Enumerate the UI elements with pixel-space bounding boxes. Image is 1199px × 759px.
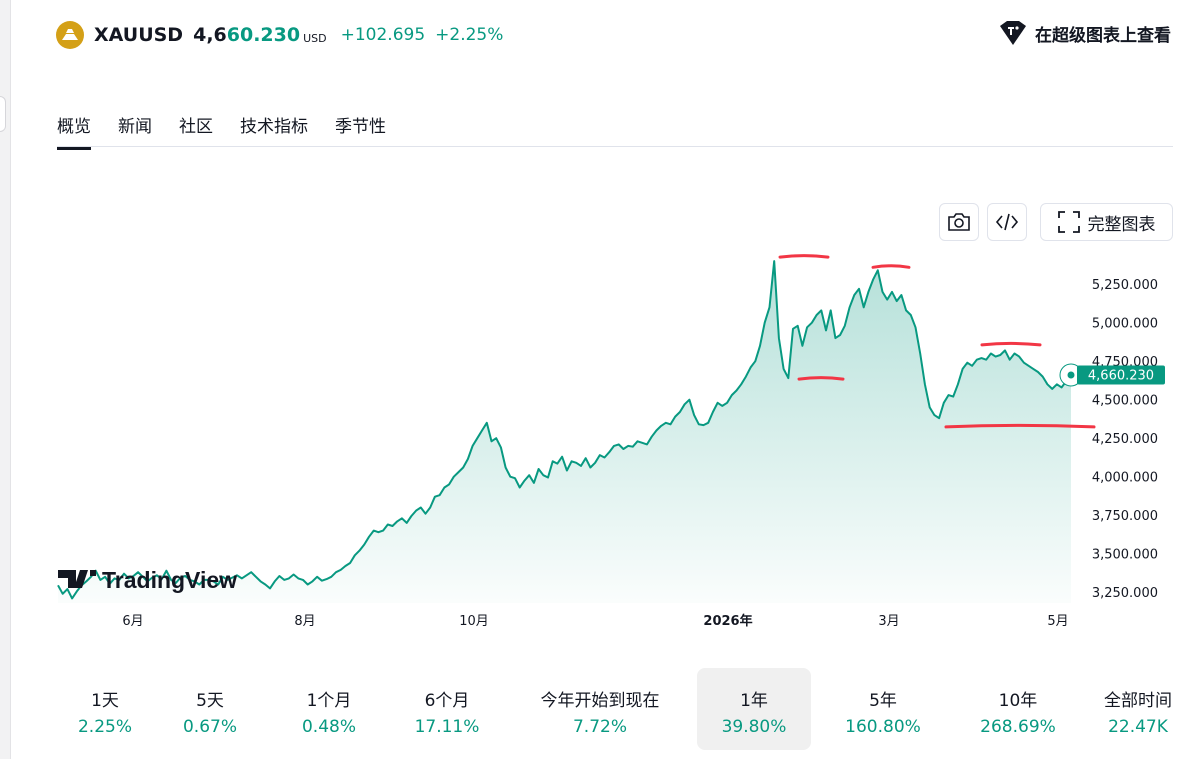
watermark-text: TradingView: [102, 567, 237, 593]
tab-news[interactable]: 新闻: [118, 117, 152, 137]
full-chart-button[interactable]: 完整图表: [1040, 203, 1173, 241]
y-tick-label: 4,500.000: [1092, 394, 1158, 409]
range-label: 10年: [998, 691, 1038, 711]
camera-icon: [948, 213, 970, 231]
range-value: 0.48%: [301, 717, 356, 737]
price-prefix: 4,6: [193, 24, 227, 46]
range-value: 268.69%: [980, 717, 1056, 737]
range-10y[interactable]: 10年 268.69%: [961, 668, 1075, 750]
range-label: 全部时间: [1104, 691, 1172, 711]
view-supercharts-label: 在超级图表上查看: [1035, 25, 1171, 46]
view-supercharts-link[interactable]: 在超级图表上查看: [999, 20, 1171, 46]
range-5d[interactable]: 5天 0.67%: [153, 668, 267, 750]
last-price-marker: 4,660.230: [1059, 363, 1165, 387]
tab-overview[interactable]: 概览: [57, 112, 91, 150]
y-tick-label: 5,000.000: [1092, 317, 1158, 332]
y-tick-label: 5,250.000: [1092, 278, 1158, 293]
y-tick-label: 3,500.000: [1092, 548, 1158, 563]
range-value: 22.47K: [1108, 717, 1168, 737]
range-ytd[interactable]: 今年开始到现在 7.72%: [515, 668, 685, 750]
snapshot-button[interactable]: [939, 203, 979, 241]
range-value: 7.72%: [572, 717, 627, 737]
annotation-trough-1: [797, 376, 845, 381]
price-area-fill: [58, 261, 1071, 603]
currency-label: USD: [303, 31, 327, 45]
tab-community[interactable]: 社区: [179, 117, 213, 137]
range-6m[interactable]: 6个月 17.11%: [390, 668, 504, 750]
range-label: 5天: [196, 691, 224, 711]
performance-ranges: 1天 2.25% 5天 0.67% 1个月 0.48% 6个月 17.11% 今年开始到…: [48, 668, 1199, 759]
y-tick-label: 3,250.000: [1092, 586, 1158, 601]
range-label: 5年: [869, 691, 897, 711]
range-label: 1天: [91, 691, 119, 711]
x-tick-label: 3月: [878, 614, 899, 629]
range-label: 1年: [740, 691, 768, 711]
tab-technicals[interactable]: 技术指标: [240, 117, 308, 137]
last-price-badge: [1077, 365, 1165, 385]
full-chart-label: 完整图表: [1087, 214, 1156, 235]
x-tick-label: 2026年: [703, 613, 752, 629]
range-value: 17.11%: [414, 717, 480, 737]
tabs-divider: [57, 146, 1173, 147]
range-1d[interactable]: 1天 2.25%: [48, 668, 162, 750]
tab-seasonals[interactable]: 季节性: [335, 117, 386, 137]
section-tabs: 概览 新闻 社区 技术指标 季节性: [57, 112, 413, 150]
y-tick-label: 3,750.000: [1092, 509, 1158, 524]
price-change: +102.695: [340, 25, 426, 45]
range-5y[interactable]: 5年 160.80%: [826, 668, 940, 750]
range-1m[interactable]: 1个月 0.48%: [272, 668, 386, 750]
expand-icon: [1057, 211, 1080, 233]
symbol-name: XAUUSD: [94, 24, 184, 46]
range-value: 0.67%: [182, 717, 237, 737]
range-value: 160.80%: [845, 717, 921, 737]
last-price-badge-text: 4,660.230: [1088, 369, 1154, 384]
price-chart[interactable]: 5,250.0005,000.0004,750.0004,500.0004,25…: [0, 0, 1199, 660]
left-rail: [0, 0, 11, 759]
x-tick-label: 8月: [294, 614, 315, 629]
annotation-peak-1: [778, 254, 830, 259]
tradingview-watermark: TradingView: [58, 567, 237, 593]
symbol-header: XAUUSD 4,660.230 USD +102.695 +2.25%: [56, 18, 503, 52]
price-rest: 60.230: [226, 24, 301, 46]
price-change-percent: +2.25%: [435, 25, 504, 45]
supercharts-icon: [1000, 21, 1026, 45]
code-icon: [995, 213, 1019, 231]
annotation-peak-2: [871, 264, 911, 269]
y-tick-label: 4,000.000: [1092, 471, 1158, 486]
range-label: 今年开始到现在: [540, 691, 660, 711]
x-tick-label: 6月: [122, 614, 143, 629]
last-price-dot: [1067, 371, 1075, 379]
range-value: 2.25%: [77, 717, 132, 737]
y-tick-label: 4,250.000: [1092, 432, 1158, 447]
range-label: 1个月: [306, 691, 352, 711]
annotation-support: [944, 423, 1096, 429]
gold-logo-icon: [56, 21, 84, 49]
range-label: 6个月: [424, 691, 470, 711]
last-price: 4,660.230: [193, 24, 300, 46]
tv-mark-icon: [58, 570, 96, 588]
x-tick-label: 5月: [1047, 614, 1068, 629]
x-tick-label: 10月: [459, 614, 489, 629]
embed-button[interactable]: [987, 203, 1027, 241]
range-1y[interactable]: 1年 39.80%: [697, 668, 811, 750]
range-all[interactable]: 全部时间 22.47K: [1081, 668, 1195, 750]
price-line: [57, 260, 1072, 600]
annotation-peak-3: [980, 341, 1042, 347]
range-value: 39.80%: [721, 717, 787, 737]
